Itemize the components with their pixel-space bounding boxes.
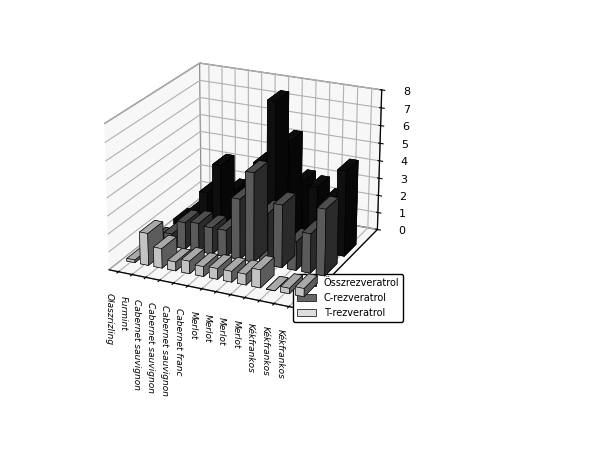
Legend: Összrezveratrol, C-rezveratrol, T-rezveratrol: Összrezveratrol, C-rezveratrol, T-rezver… (293, 274, 404, 322)
